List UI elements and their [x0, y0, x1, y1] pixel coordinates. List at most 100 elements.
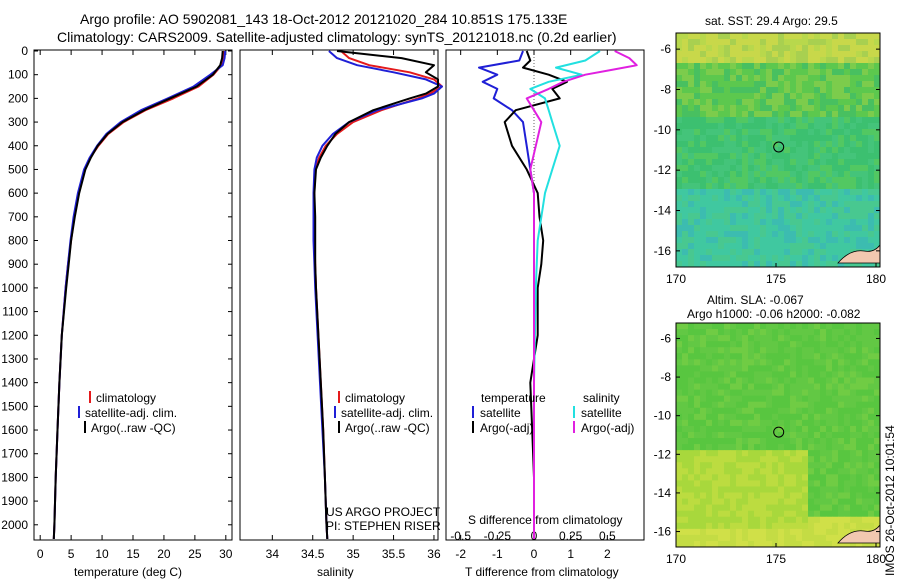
sst-map-cell [778, 147, 785, 154]
sst-map-cell [874, 123, 881, 130]
sst-map-cell [838, 51, 845, 58]
sst-map-cell [748, 207, 755, 214]
salinity-series-lines [312, 50, 443, 540]
sla-map-cell [682, 431, 689, 439]
sst-map-cell [850, 81, 857, 88]
sst-map-cell [754, 177, 761, 184]
sst-map-cell [820, 123, 827, 130]
sst-map-cell [826, 231, 833, 238]
sla-map-cell [742, 341, 749, 348]
sla-map-cell [760, 510, 767, 518]
sla-map-cell [748, 528, 755, 536]
sst-map-cell [802, 195, 809, 202]
sla-map-cell [760, 431, 767, 439]
sst-map-cell [748, 69, 755, 76]
sst-map-cell [796, 165, 803, 172]
sst-map-cells [676, 33, 881, 268]
sst-map-cell [868, 165, 875, 172]
sst-map-cell [826, 129, 833, 136]
sla-map-cell [694, 462, 701, 469]
sst-map-cell [856, 87, 863, 94]
sla-map-cell [772, 480, 779, 487]
sla-map-cell [808, 540, 815, 548]
sst-map-cell [874, 183, 881, 190]
sst-map-cell [808, 231, 815, 238]
sla-map-cell [772, 401, 779, 409]
sst-map-cell [694, 219, 701, 226]
sla-map-cell [790, 377, 797, 384]
sst-map-cell [754, 57, 761, 64]
sla-map-cell [826, 474, 833, 481]
sla-map-cell [694, 498, 701, 506]
sla-map-cell [814, 431, 821, 439]
sst-map-cell [724, 219, 731, 226]
sst-map-cell [760, 111, 767, 118]
sst-map-cell [820, 153, 827, 160]
sst-map-cell [706, 45, 713, 52]
sla-map-cell [802, 323, 809, 330]
sst-map-cell [844, 51, 851, 58]
sst-map-cell [862, 123, 869, 130]
sla-map-cell [838, 438, 845, 445]
sst-map-cell [706, 189, 713, 196]
sla-map-cell [760, 335, 767, 342]
sla-map-cell [676, 492, 683, 499]
sst-map-cell [718, 57, 725, 64]
sla-map-cell [718, 329, 725, 336]
salinity-x-tick-label: 34 [266, 547, 280, 561]
sst-map-cell [700, 45, 707, 52]
sst-map-cell [838, 207, 845, 214]
sla-map-cell [736, 425, 743, 433]
sla-map-cell [736, 407, 743, 415]
legend-salinity-heading: salinity [583, 391, 620, 405]
sst-map-cell [808, 117, 815, 124]
sst-map-cell [700, 33, 707, 40]
sst-map-cell [826, 51, 833, 58]
sla-map-cell [694, 329, 701, 336]
sst-map-cell [682, 219, 689, 226]
sst-map-cell [802, 237, 809, 244]
sst-map-cell [784, 255, 791, 262]
sst-map-cell [724, 171, 731, 178]
sst-map-cell [850, 177, 857, 184]
sst-map-cell [730, 237, 737, 244]
sla-map-cell [826, 329, 833, 336]
sst-map-cell [820, 207, 827, 214]
sst-map-cell [718, 45, 725, 52]
sla-map-title-line2: Argo h1000: -0.06 h2000: -0.082 [687, 307, 861, 321]
sst-map-cell [712, 87, 719, 94]
sst-map-cell [748, 165, 755, 172]
sst-map-cell [796, 129, 803, 136]
sst-map-cell [868, 201, 875, 208]
sst-map-cell [814, 63, 821, 70]
sst-map-cell [754, 249, 761, 256]
sla-map-cell [790, 450, 797, 457]
sst-map-cell [700, 63, 707, 70]
sst-map-cell [778, 39, 785, 46]
sla-map-cell [850, 347, 857, 354]
sst-map-cell [796, 81, 803, 88]
sla-map-cell [826, 389, 833, 397]
sla-map-cell [706, 419, 713, 427]
sst-map-cell [808, 153, 815, 160]
sst-map-cell [748, 147, 755, 154]
sst-map-cell [850, 141, 857, 148]
sst-map-cell [790, 213, 797, 220]
sst-map-cell [844, 57, 851, 64]
sla-map-cell [766, 323, 773, 330]
sla-map-cell [802, 480, 809, 487]
sla-map-cell [682, 323, 689, 330]
sst-map-cell [748, 225, 755, 232]
sla-map-cell [802, 474, 809, 481]
sst-map-cell [718, 147, 725, 154]
sst-map-cell [868, 213, 875, 220]
sst-map-cell [802, 105, 809, 112]
sla-map-cell [844, 359, 851, 366]
sla-map-cell [754, 323, 761, 330]
sla-map-cell [802, 444, 809, 451]
sst-map-cell [718, 51, 725, 58]
sst-map-cell [706, 159, 713, 166]
sst-map-cell [850, 105, 857, 112]
sst-map-cell [748, 201, 755, 208]
sst-map-cell [688, 99, 695, 106]
